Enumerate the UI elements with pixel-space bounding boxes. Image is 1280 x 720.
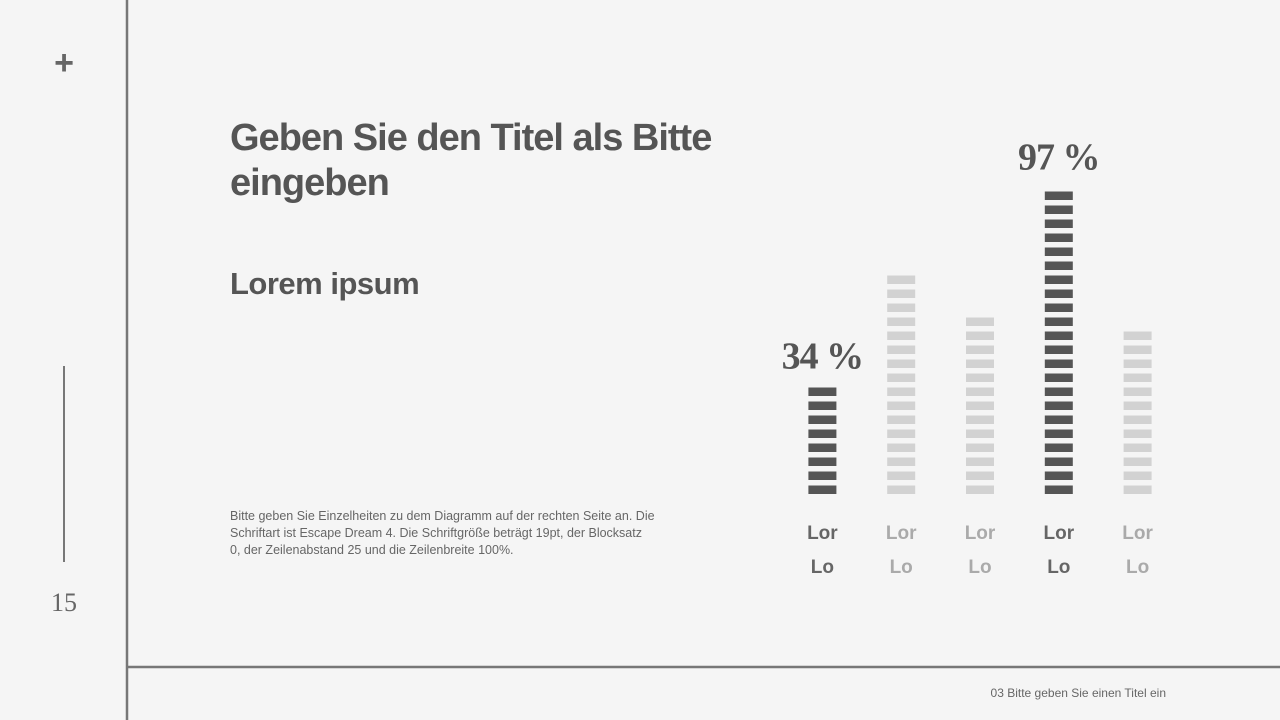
bar bbox=[1044, 187, 1073, 495]
x-tick-label: Lor Lo bbox=[1122, 523, 1153, 578]
x-tick-label: Lor Lo bbox=[1043, 523, 1075, 578]
bar bbox=[1123, 326, 1152, 494]
bar bbox=[966, 313, 994, 494]
icon: + bbox=[54, 44, 74, 82]
x-tick-label: Lor Lo bbox=[807, 523, 838, 578]
title: Geben Sie den Titel als Bitte eingeben bbox=[230, 117, 712, 204]
x-tick-label: Lor Lo bbox=[964, 523, 996, 578]
bar bbox=[808, 386, 837, 494]
x-tick-label: Lor Lo bbox=[885, 523, 917, 578]
body-text: Bitte geben Sie Einzelheiten zu dem Diag… bbox=[230, 509, 655, 557]
subtitle: Lorem ipsum bbox=[230, 266, 420, 301]
value-label: 34 % bbox=[782, 336, 864, 378]
value-label: 97 % bbox=[1018, 136, 1100, 178]
footer: 03 Bitte geben Sie einen Titel ein bbox=[990, 686, 1166, 700]
bar bbox=[887, 272, 916, 494]
page-number: 15 bbox=[51, 588, 77, 617]
